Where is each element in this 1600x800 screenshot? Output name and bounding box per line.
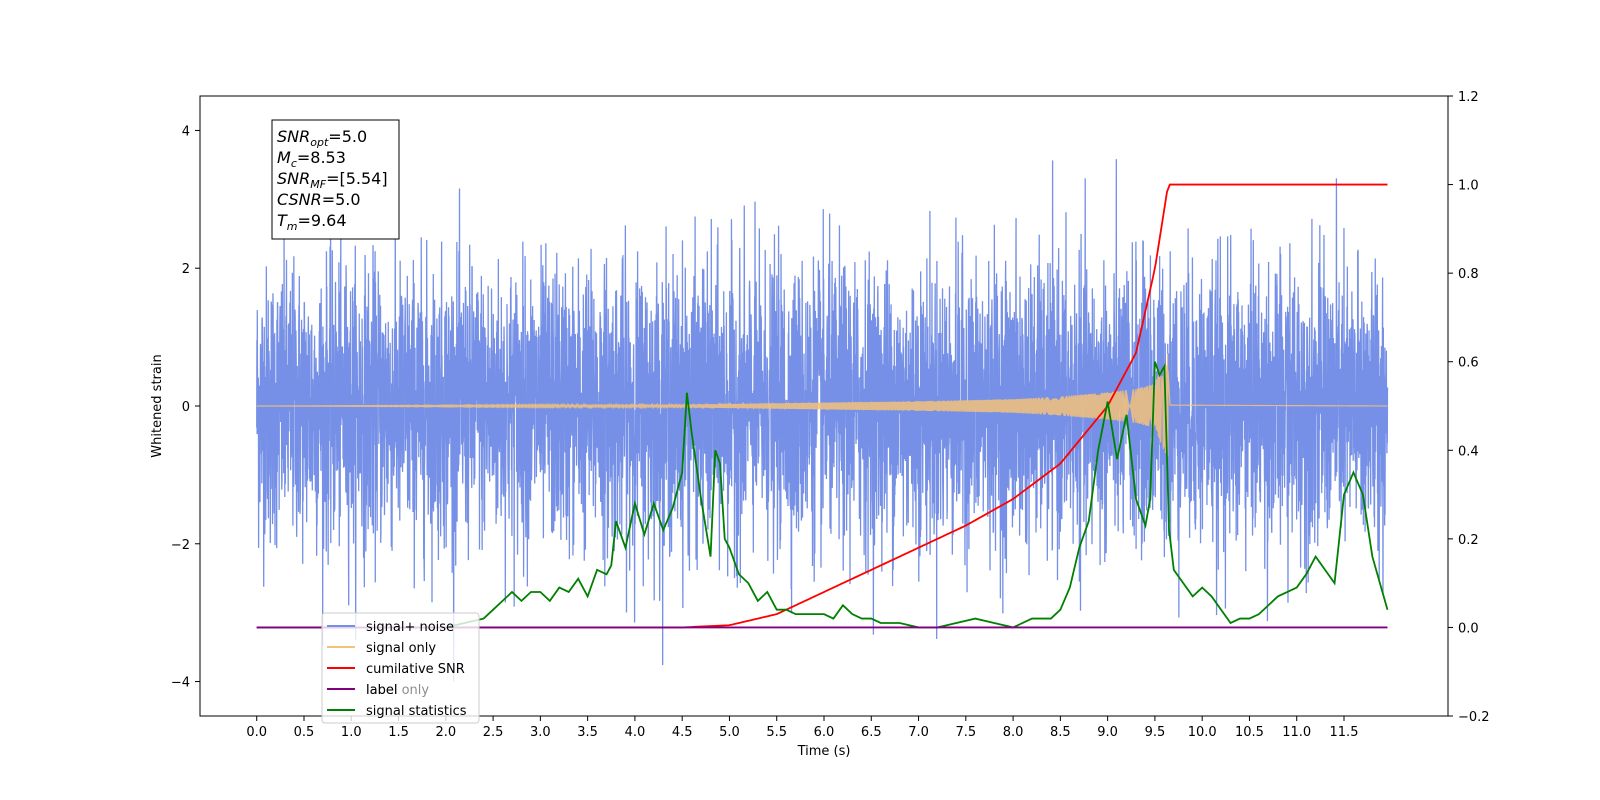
- x-axis-label: Time (s): [797, 744, 851, 759]
- series-signal-only: [256, 353, 1388, 457]
- y-axis-left: −4 −2 0 2 4: [171, 124, 200, 691]
- x-tick-label: 11.0: [1282, 725, 1311, 740]
- legend-label: signal only: [366, 641, 436, 656]
- x-tick-label: 0.0: [246, 725, 267, 740]
- x-tick-label: 10.5: [1235, 725, 1264, 740]
- x-tick-label: 3.0: [530, 725, 551, 740]
- y-axis-left-label: Whitened strain: [150, 354, 165, 457]
- y-right-tick-label: 0.6: [1458, 356, 1479, 371]
- y-left-tick-label: 2: [182, 262, 190, 277]
- x-tick-label: 1.0: [341, 725, 362, 740]
- legend-label: label: [366, 683, 397, 698]
- x-tick-label: 9.5: [1145, 725, 1166, 740]
- x-tick-label: 2.5: [483, 725, 504, 740]
- x-tick-label: 5.0: [719, 725, 740, 740]
- y-right-tick-label: 1.0: [1458, 179, 1479, 194]
- info-line: Mc=8.53: [277, 148, 346, 170]
- x-tick-label: 7.0: [908, 725, 929, 740]
- x-tick-label: 1.5: [388, 725, 409, 740]
- info-line: Tm=9.64: [277, 211, 347, 233]
- y-right-tick-label: 1.2: [1458, 90, 1479, 105]
- x-tick-label: 11.5: [1330, 725, 1359, 740]
- x-tick-label: 10.0: [1188, 725, 1217, 740]
- x-tick-label: 4.0: [625, 725, 646, 740]
- y-right-tick-label: 0.2: [1458, 533, 1479, 548]
- info-line: CSNR=5.0: [277, 190, 361, 209]
- series-signal-statistics: [256, 361, 1389, 629]
- x-tick-label: 0.5: [294, 725, 315, 740]
- x-tick-label: 9.0: [1097, 725, 1118, 740]
- series-signal-noise: [256, 159, 1389, 682]
- x-tick-label: 2.0: [435, 725, 456, 740]
- y-right-tick-label: −0.2: [1458, 710, 1490, 725]
- x-tick-label: 8.0: [1003, 725, 1024, 740]
- legend-label: cumilative SNR: [366, 662, 465, 677]
- x-tick-label: 8.5: [1050, 725, 1071, 740]
- x-tick-label: 3.5: [577, 725, 598, 740]
- legend-label: signal statistics: [366, 704, 467, 719]
- y-axis-right: −0.2 0.0 0.2 0.4 0.6 0.8 1.0 1.2: [1448, 90, 1490, 725]
- x-tick-label: 6.0: [814, 725, 835, 740]
- x-tick-label: 4.5: [672, 725, 693, 740]
- y-left-tick-label: −2: [171, 538, 190, 553]
- y-left-tick-label: 4: [182, 124, 190, 139]
- legend-label-ghost: label only: [366, 683, 429, 698]
- y-left-tick-label: 0: [182, 400, 190, 415]
- x-tick-label: 6.5: [861, 725, 882, 740]
- x-axis: 0.0 0.5 1.0 1.5 2.0 2.5 3.0 3.5 4.0 4.5 5.0 5.5 6.0 6…: [246, 716, 1358, 740]
- legend-label: signal+ noise: [366, 620, 454, 635]
- info-box-frame: [271, 119, 400, 240]
- y-right-tick-label: 0.8: [1458, 267, 1479, 282]
- x-tick-label: 5.5: [766, 725, 787, 740]
- info-line: SNRMF=[5.54]: [277, 169, 388, 191]
- y-right-tick-label: 0.0: [1458, 621, 1479, 636]
- legend-frame: [321, 612, 480, 724]
- x-tick-label: 7.5: [955, 725, 976, 740]
- y-left-tick-label: −4: [171, 676, 190, 691]
- info-line: SNRopt=5.0: [277, 127, 367, 149]
- y-right-tick-label: 0.4: [1458, 444, 1479, 459]
- legend: signal+ noise signal only cumilative SNR la…: [321, 612, 480, 724]
